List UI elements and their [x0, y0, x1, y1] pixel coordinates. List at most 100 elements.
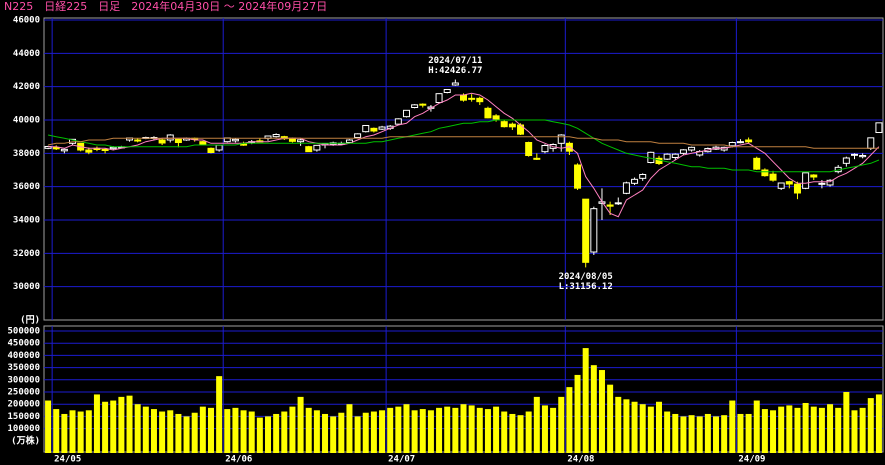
volume-bar: [721, 415, 728, 453]
y-tick-label: 40000: [13, 116, 40, 126]
candle-body: [679, 149, 687, 154]
candle-body: [745, 139, 753, 143]
volume-bar: [761, 409, 768, 453]
volume-bar: [93, 394, 100, 453]
volume-bar: [167, 410, 174, 453]
volume-bar: [818, 407, 825, 453]
candle-body: [574, 164, 582, 189]
volume-bar: [778, 406, 785, 453]
volume-bar: [843, 392, 850, 453]
candle-body: [590, 208, 598, 253]
candle-body: [468, 97, 476, 100]
volume-bar: [240, 410, 247, 453]
volume-bar: [248, 411, 255, 453]
y-tick-label: 250000: [7, 388, 40, 398]
candle-body: [378, 126, 386, 130]
candle-body: [419, 103, 427, 106]
y-tick-label: 34000: [13, 216, 40, 226]
volume-bar: [639, 404, 646, 453]
x-tick-label: 24/08: [567, 455, 594, 465]
candle-body: [231, 138, 239, 142]
candle-body: [663, 153, 671, 160]
volume-bar: [452, 407, 459, 453]
volume-bar: [859, 407, 866, 453]
volume-bar: [387, 407, 394, 453]
volume-bar: [574, 374, 581, 453]
volume-bar: [362, 412, 369, 453]
volume-bar: [867, 398, 874, 453]
candle-body: [508, 123, 516, 128]
volume-bar: [232, 407, 239, 453]
volume-bar: [533, 396, 540, 453]
candle-body: [622, 182, 630, 194]
volume-bar: [69, 410, 76, 453]
volume-bar: [379, 410, 386, 453]
volume-bar: [224, 409, 231, 453]
y-tick-label: 100000: [7, 424, 40, 434]
y-unit-label: (万株): [11, 435, 40, 447]
y-tick-label: 38000: [13, 149, 40, 159]
y-tick-label: 400000: [7, 351, 40, 361]
volume-bar: [289, 406, 296, 453]
volume-bar: [411, 410, 418, 453]
y-tick-label: 200000: [7, 400, 40, 410]
y-tick-label: 150000: [7, 412, 40, 422]
y-tick-label: 350000: [7, 363, 40, 373]
volume-bar: [875, 394, 882, 453]
volume-bar: [615, 396, 622, 453]
volume-bar: [501, 411, 508, 453]
candle-body: [785, 181, 793, 185]
volume-bar: [647, 406, 654, 453]
volume-bar: [770, 410, 777, 453]
candle-body: [614, 202, 622, 205]
candle-body: [174, 138, 182, 144]
volume-bar: [77, 411, 84, 453]
candle-body: [305, 146, 313, 153]
candle-body: [753, 157, 761, 170]
candle-body: [802, 172, 810, 189]
volume-bar: [436, 407, 443, 453]
volume-bar: [655, 401, 662, 453]
candle-body: [199, 141, 207, 145]
volume-bar: [126, 395, 133, 453]
volume-bar: [199, 406, 206, 453]
volume-bar: [713, 416, 720, 453]
candle-body: [207, 147, 215, 153]
volume-bar: [704, 413, 711, 453]
candle-body: [525, 142, 533, 156]
y-tick-label: 30000: [13, 282, 40, 292]
volume-bar: [338, 412, 345, 453]
candle-body: [557, 134, 565, 144]
volume-bar: [827, 404, 834, 453]
volume-bar: [550, 407, 557, 453]
volume-bar: [835, 407, 842, 453]
candle-body: [500, 121, 508, 128]
volume-bar: [517, 415, 524, 453]
volume-bar: [680, 416, 687, 453]
candle-body: [134, 139, 142, 142]
volume-bar: [851, 410, 858, 453]
y-tick-label: 46000: [13, 16, 40, 26]
volume-bar: [598, 370, 605, 453]
volume-bar: [493, 406, 500, 453]
x-tick-label: 24/06: [225, 455, 252, 465]
candle-body: [476, 97, 484, 103]
y-tick-label: 36000: [13, 182, 40, 192]
candle-body: [688, 146, 696, 151]
y-tick-label: 32000: [13, 249, 40, 259]
candle-body: [582, 198, 590, 263]
candle-body: [639, 174, 647, 179]
volume-bar: [688, 415, 695, 453]
volume-bar: [745, 413, 752, 453]
volume-bar: [207, 407, 214, 453]
candle-body: [736, 141, 744, 144]
candle-body: [818, 182, 826, 185]
volume-bar: [541, 405, 548, 453]
volume-bar: [802, 402, 809, 453]
y-tick-label: 44000: [13, 49, 40, 59]
candle-body: [158, 139, 166, 144]
candle-body: [166, 134, 174, 141]
candle-body: [345, 139, 353, 143]
volume-bar: [403, 404, 410, 453]
